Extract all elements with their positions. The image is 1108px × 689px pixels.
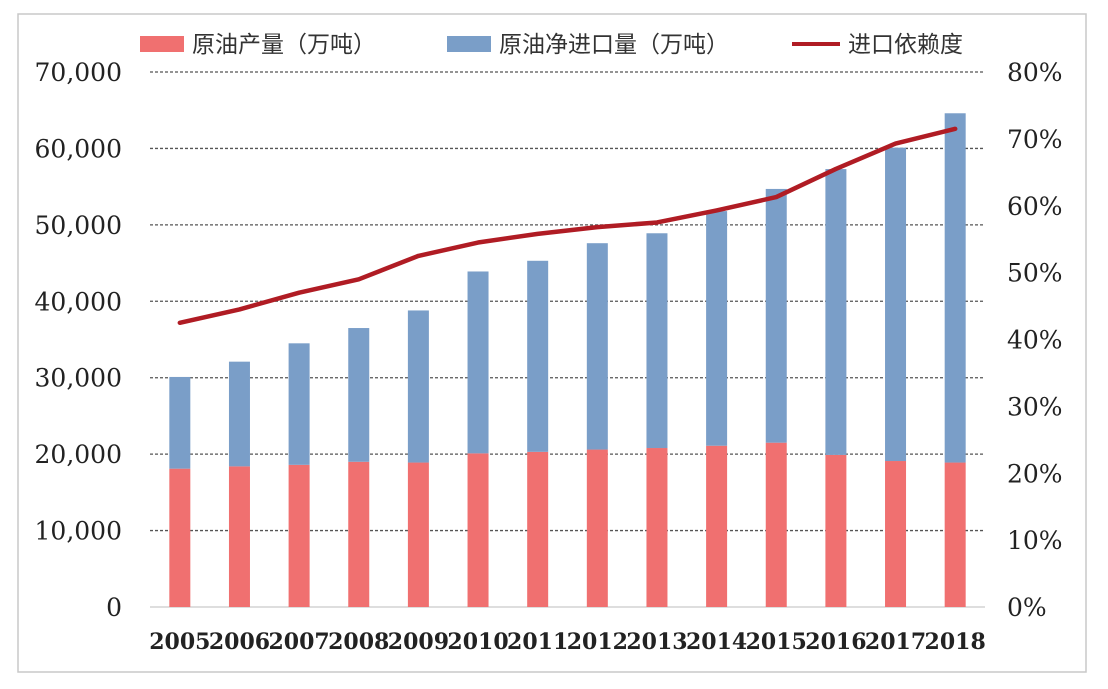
bar-production-2011 bbox=[527, 451, 549, 607]
bar-net-import-2006 bbox=[228, 361, 250, 467]
line-point-2010 bbox=[476, 241, 480, 245]
bar-net-import-2013 bbox=[646, 233, 668, 449]
y-right-tick-label: 70% bbox=[1007, 125, 1063, 154]
x-tick-label: 2006 bbox=[209, 629, 270, 655]
x-tick-label: 2010 bbox=[447, 629, 508, 655]
y-right-tick-label: 20% bbox=[1007, 459, 1063, 488]
legend-swatch-1 bbox=[447, 36, 491, 52]
bar-production-2017 bbox=[885, 461, 907, 607]
bar-production-2013 bbox=[646, 448, 668, 607]
chart-border bbox=[17, 13, 1087, 673]
bar-net-import-2008 bbox=[348, 328, 370, 462]
bar-net-import-2015 bbox=[765, 188, 787, 443]
bar-net-import-2018 bbox=[944, 113, 966, 463]
legend-swatch-0 bbox=[140, 36, 184, 52]
series-line-dependency bbox=[177, 126, 958, 326]
x-tick-label: 2011 bbox=[507, 629, 568, 655]
x-tick-label: 2014 bbox=[686, 629, 747, 655]
y-right-tick-label: 80% bbox=[1007, 58, 1063, 87]
bar-production-2010 bbox=[467, 453, 489, 607]
line-point-2012 bbox=[595, 225, 599, 229]
y-right-tick-label: 30% bbox=[1007, 392, 1063, 421]
bar-net-import-2007 bbox=[288, 343, 310, 465]
bar-production-2015 bbox=[765, 442, 787, 607]
y-right-tick-label: 60% bbox=[1007, 192, 1063, 221]
bar-production-2006 bbox=[228, 466, 250, 607]
bar-production-2018 bbox=[944, 462, 966, 607]
bar-net-import-2014 bbox=[706, 211, 728, 446]
legend-label-1: 原油净进口量（万吨） bbox=[499, 32, 729, 58]
bar-net-import-2017 bbox=[885, 147, 907, 462]
bar-production-2005 bbox=[169, 468, 191, 607]
line-point-2014 bbox=[715, 208, 719, 212]
bar-net-import-2011 bbox=[527, 260, 549, 452]
x-tick-label: 2015 bbox=[746, 629, 807, 655]
x-tick-label: 2016 bbox=[805, 629, 866, 655]
y-left-tick-label: 10,000 bbox=[35, 517, 122, 546]
y-left-tick-label: 30,000 bbox=[35, 364, 122, 393]
bars-layer bbox=[169, 113, 966, 607]
legend-swatch-2 bbox=[792, 42, 840, 46]
bar-production-2012 bbox=[586, 449, 608, 607]
line-point-2009 bbox=[416, 254, 420, 258]
x-tick-label: 2009 bbox=[388, 629, 449, 655]
y-right-tick-label: 0% bbox=[1007, 593, 1047, 622]
line-point-2017 bbox=[894, 142, 898, 146]
bar-production-2007 bbox=[288, 464, 310, 607]
x-tick-label: 2013 bbox=[626, 629, 687, 655]
y-left-tick-label: 60,000 bbox=[35, 134, 122, 163]
bar-production-2008 bbox=[348, 461, 370, 607]
bar-production-2016 bbox=[825, 454, 847, 607]
y-left-tick-label: 20,000 bbox=[35, 440, 122, 469]
legend-label-2: 进口依赖度 bbox=[848, 32, 963, 58]
line-layer bbox=[177, 126, 958, 326]
bar-production-2009 bbox=[407, 462, 429, 607]
legend: 原油产量（万吨） 原油净进口量（万吨） 进口依赖度 bbox=[140, 32, 963, 58]
y-left-tick-label: 40,000 bbox=[35, 287, 122, 316]
y-left-tick-label: 0 bbox=[106, 593, 122, 622]
line-point-2016 bbox=[834, 167, 838, 171]
bar-net-import-2009 bbox=[407, 310, 429, 463]
line-point-2013 bbox=[655, 220, 659, 224]
line-point-2015 bbox=[774, 195, 778, 199]
line-point-2005 bbox=[178, 321, 182, 325]
x-tick-label: 2012 bbox=[567, 629, 628, 655]
x-tick-label: 2008 bbox=[328, 629, 389, 655]
line-point-2006 bbox=[237, 307, 241, 311]
y-right-tick-label: 40% bbox=[1007, 326, 1063, 355]
bar-net-import-2012 bbox=[586, 243, 608, 450]
bar-net-import-2016 bbox=[825, 169, 847, 455]
bar-net-import-2010 bbox=[467, 271, 489, 454]
y-left-tick-label: 70,000 bbox=[35, 58, 122, 87]
line-point-2007 bbox=[297, 291, 301, 295]
x-tick-label: 2017 bbox=[865, 629, 926, 655]
bar-production-2014 bbox=[706, 445, 728, 607]
axes-layer: 0 10,000 20,000 30,000 40,000 50,000 60,000 70,… bbox=[35, 58, 1063, 655]
y-right-tick-label: 10% bbox=[1007, 526, 1063, 555]
line-point-2008 bbox=[357, 277, 361, 281]
x-tick-label: 2005 bbox=[149, 629, 210, 655]
x-tick-label: 2007 bbox=[268, 629, 329, 655]
y-left-tick-label: 50,000 bbox=[35, 211, 122, 240]
x-tick-label: 2018 bbox=[925, 629, 986, 655]
legend-label-0: 原油产量（万吨） bbox=[192, 32, 376, 58]
line-point-2011 bbox=[536, 232, 540, 236]
y-right-tick-label: 50% bbox=[1007, 259, 1063, 288]
bar-net-import-2005 bbox=[169, 376, 191, 469]
line-point-2018 bbox=[953, 127, 957, 131]
